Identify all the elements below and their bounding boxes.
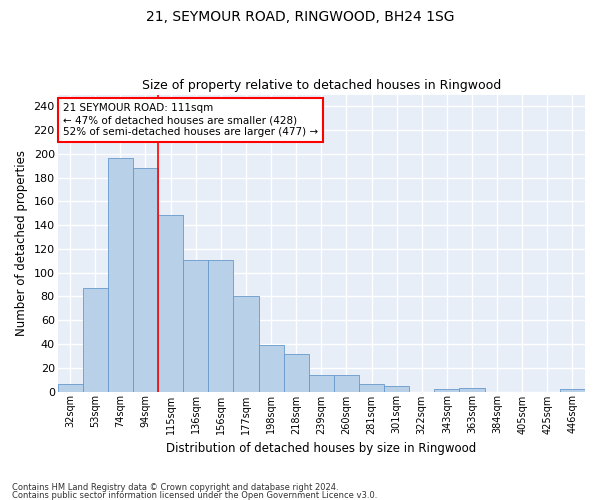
Bar <box>334 375 359 392</box>
Bar <box>133 168 158 392</box>
Title: Size of property relative to detached houses in Ringwood: Size of property relative to detached ho… <box>142 79 501 92</box>
Bar <box>233 296 259 392</box>
Bar <box>108 158 133 392</box>
Bar <box>359 384 384 392</box>
Bar <box>158 214 183 392</box>
Y-axis label: Number of detached properties: Number of detached properties <box>15 150 28 336</box>
Bar <box>83 288 108 392</box>
Text: Contains HM Land Registry data © Crown copyright and database right 2024.: Contains HM Land Registry data © Crown c… <box>12 484 338 492</box>
Bar <box>560 389 585 392</box>
Bar <box>384 386 409 392</box>
Bar <box>58 384 83 392</box>
Text: 21 SEYMOUR ROAD: 111sqm
← 47% of detached houses are smaller (428)
52% of semi-d: 21 SEYMOUR ROAD: 111sqm ← 47% of detache… <box>63 104 318 136</box>
Bar <box>259 345 284 392</box>
Text: 21, SEYMOUR ROAD, RINGWOOD, BH24 1SG: 21, SEYMOUR ROAD, RINGWOOD, BH24 1SG <box>146 10 454 24</box>
Text: Contains public sector information licensed under the Open Government Licence v3: Contains public sector information licen… <box>12 490 377 500</box>
X-axis label: Distribution of detached houses by size in Ringwood: Distribution of detached houses by size … <box>166 442 476 455</box>
Bar <box>208 260 233 392</box>
Bar <box>434 389 460 392</box>
Bar <box>309 375 334 392</box>
Bar <box>183 260 208 392</box>
Bar <box>284 354 309 392</box>
Bar <box>460 388 485 392</box>
